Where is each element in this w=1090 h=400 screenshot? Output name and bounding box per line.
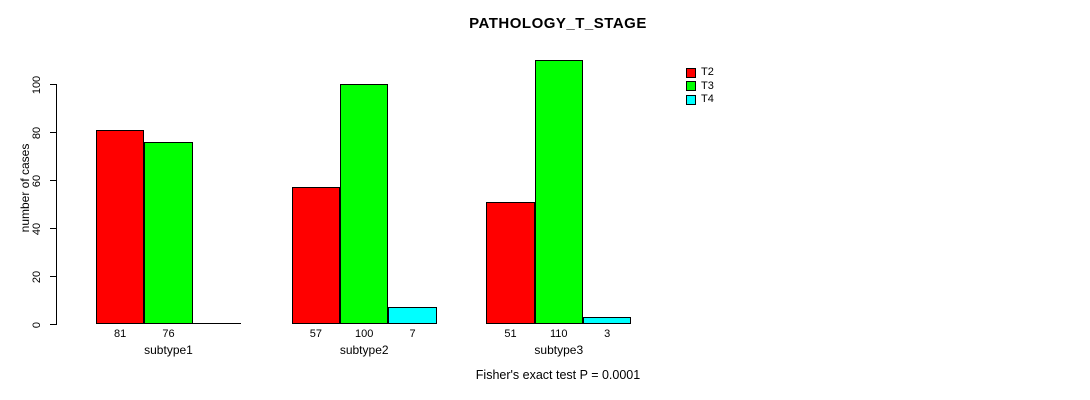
group-label-subtype2: subtype2 — [339, 343, 389, 357]
bar-value-label: 57 — [309, 328, 322, 340]
bar-value-label: 100 — [355, 328, 374, 340]
legend-item-t2: T2 — [686, 67, 714, 78]
legend-swatch-t4 — [686, 94, 696, 105]
y-axis-tick-label: 80 — [31, 126, 43, 139]
legend-item-t4: T4 — [686, 94, 714, 105]
bar-t3-subtype3 — [534, 60, 583, 324]
y-axis-tick — [50, 180, 56, 181]
bar-value-label: 3 — [604, 328, 611, 340]
y-axis-tick — [50, 84, 56, 85]
y-axis-tick — [50, 324, 56, 325]
bar-value-label: 7 — [409, 328, 416, 340]
legend: T2 T3 T4 — [686, 67, 714, 108]
bar-t2-subtype2 — [291, 187, 341, 324]
legend-label: T4 — [701, 93, 714, 105]
group-label-subtype1: subtype1 — [144, 343, 193, 357]
bar-t4-subtype2 — [388, 307, 437, 324]
bar-t3-subtype1 — [144, 141, 193, 324]
y-axis-line — [56, 84, 57, 325]
group-label-subtype3: subtype3 — [534, 343, 584, 357]
y-axis-tick-label: 100 — [31, 75, 43, 94]
bar-value-label: 76 — [162, 328, 175, 340]
bar-t2-subtype3 — [486, 201, 535, 324]
y-axis-tick — [50, 276, 56, 277]
bar-t3-subtype2 — [340, 84, 389, 324]
bar-value-label: 110 — [550, 328, 568, 340]
y-axis-tick-label: 60 — [31, 174, 43, 187]
bar-zero-t4-subtype1 — [192, 323, 241, 324]
y-axis-tick-label: 0 — [31, 321, 43, 328]
bar-value-label: 51 — [504, 328, 517, 340]
legend-swatch-t2 — [686, 67, 696, 78]
bar-value-label: 81 — [114, 328, 127, 340]
y-axis-tick — [50, 228, 56, 229]
y-axis-tick-label: 20 — [31, 270, 43, 283]
y-axis-tick — [50, 132, 56, 133]
chart-title: PATHOLOGY_T_STAGE — [469, 15, 647, 32]
legend-label: T2 — [701, 66, 714, 78]
legend-swatch-t3 — [686, 81, 696, 91]
bar-t2-subtype1 — [96, 129, 145, 324]
legend-label: T3 — [701, 79, 714, 92]
footer-annotation: Fisher's exact test P = 0.0001 — [475, 368, 641, 382]
bar-t4-subtype3 — [582, 316, 632, 324]
y-axis-tick-label: 40 — [31, 222, 43, 235]
legend-item-t3: T3 — [686, 79, 714, 92]
